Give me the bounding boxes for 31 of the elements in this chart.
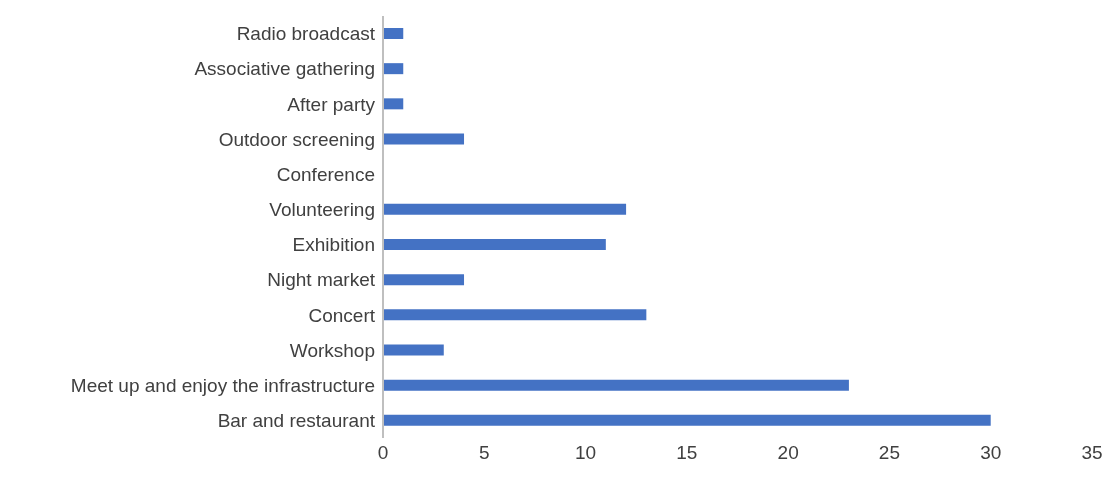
- y-tick-label: Outdoor screening: [218, 128, 375, 150]
- bar: [383, 379, 849, 391]
- y-tick-label: Associative gathering: [194, 58, 375, 80]
- y-tick-label: Meet up and enjoy the infrastructure: [70, 374, 375, 396]
- bar: [383, 203, 627, 215]
- bar: [383, 63, 404, 75]
- y-tick-label: Radio broadcast: [236, 23, 376, 45]
- y-tick-label: Bar and restaurant: [217, 410, 376, 432]
- bar: [383, 28, 404, 39]
- x-tick-label: 10: [575, 442, 597, 464]
- bar: [383, 98, 404, 110]
- x-tick-label: 35: [1081, 442, 1103, 464]
- y-tick-label: Workshop: [289, 339, 375, 361]
- y-tick-label: After party: [287, 93, 376, 115]
- bar: [383, 239, 606, 250]
- x-tick-label: 5: [479, 442, 490, 464]
- x-tick-label: 25: [878, 442, 900, 464]
- y-tick-label: Night market: [267, 269, 376, 291]
- bar: [383, 274, 465, 286]
- y-tick-label: Exhibition: [292, 234, 375, 256]
- x-tick-label: 30: [980, 442, 1002, 464]
- bar: [383, 344, 444, 356]
- y-tick-label: Conference: [276, 163, 375, 185]
- bar: [383, 414, 991, 426]
- x-tick-label: 20: [777, 442, 799, 464]
- x-tick-label: 0: [377, 442, 389, 464]
- bar: [383, 309, 647, 321]
- y-tick-label: Volunteering: [269, 199, 375, 221]
- bar: [383, 133, 465, 145]
- y-tick-label: Concert: [308, 304, 376, 326]
- x-tick-label: 15: [676, 442, 698, 464]
